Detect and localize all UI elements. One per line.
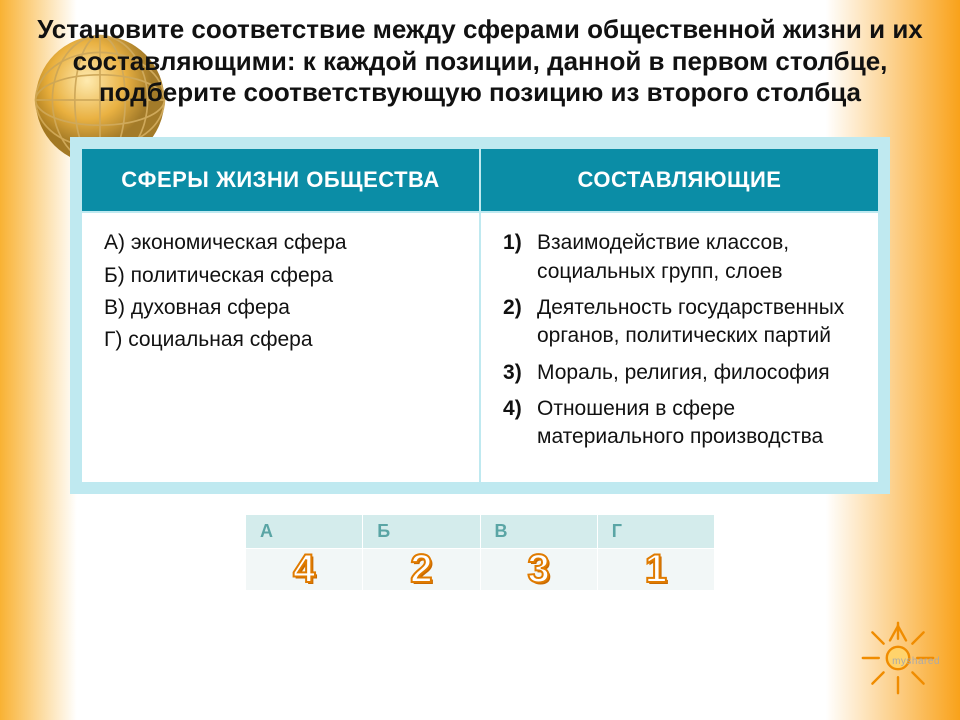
left-item: В) духовная сфера xyxy=(104,294,461,322)
answer-numbers-row: 4 2 3 1 xyxy=(246,548,715,590)
right-item: Отношения в сфере материального производ… xyxy=(537,395,860,452)
answer-number: 1 xyxy=(645,549,667,589)
slide-title: Установите соответствие между сферами об… xyxy=(0,0,960,109)
answer-letter: В xyxy=(480,514,597,548)
answer-number-cell: 1 xyxy=(597,548,714,590)
left-item: Г) социальная сфера xyxy=(104,326,461,354)
header-left: СФЕРЫ ЖИЗНИ ОБЩЕСТВА xyxy=(81,148,480,212)
answer-letter: Б xyxy=(363,514,480,548)
answer-number-cell: 3 xyxy=(480,548,597,590)
answer-letter: А xyxy=(246,514,363,548)
left-item: Б) политическая сфера xyxy=(104,262,461,290)
watermark: myshared xyxy=(892,656,940,667)
left-item: А) экономическая сфера xyxy=(104,229,461,257)
answer-number-cell: 4 xyxy=(246,548,363,590)
cell-left: А) экономическая сфера Б) политическая с… xyxy=(81,212,480,482)
right-item: Деятельность государственных органов, по… xyxy=(537,294,860,351)
main-table: СФЕРЫ ЖИЗНИ ОБЩЕСТВА СОСТАВЛЯЮЩИЕ А) эко… xyxy=(80,147,880,483)
main-table-wrapper: СФЕРЫ ЖИЗНИ ОБЩЕСТВА СОСТАВЛЯЮЩИЕ А) эко… xyxy=(70,137,890,493)
answer-grid: А Б В Г 4 2 3 1 xyxy=(245,514,715,591)
answer-letters-row: А Б В Г xyxy=(246,514,715,548)
answer-number: 4 xyxy=(293,549,315,589)
right-item: Взаимодействие классов, социальных групп… xyxy=(537,229,860,286)
right-item: Мораль, религия, философия xyxy=(537,359,860,387)
cell-right: Взаимодействие классов, социальных групп… xyxy=(480,212,879,482)
header-right: СОСТАВЛЯЮЩИЕ xyxy=(480,148,879,212)
answer-number: 2 xyxy=(410,549,432,589)
answer-number-cell: 2 xyxy=(363,548,480,590)
answer-number: 3 xyxy=(528,549,550,589)
answer-letter: Г xyxy=(597,514,714,548)
